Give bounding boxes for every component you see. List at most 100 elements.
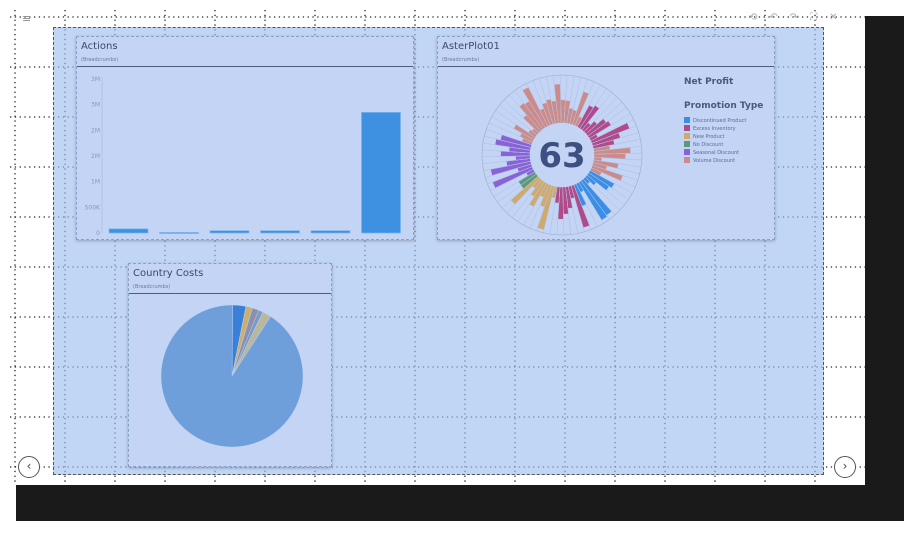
legend-swatch <box>684 141 690 147</box>
undo-icon[interactable]: ↶ <box>769 12 790 23</box>
center-value: 63 <box>538 136 585 176</box>
legend-item[interactable]: New Product <box>684 133 746 141</box>
aster-gridline <box>549 186 558 235</box>
legend-item[interactable]: Volume Discount <box>684 157 746 165</box>
aster-gridline <box>536 185 552 231</box>
aster-gridline <box>483 161 531 171</box>
next-page-button[interactable]: › <box>834 456 856 478</box>
aster-gridline <box>506 178 541 214</box>
y-tick-label: 0 <box>96 230 100 237</box>
toolbar: ⟲↶↷⛶✕ <box>749 12 850 23</box>
legend-title: Promotion Type <box>684 101 764 111</box>
aster-gridline <box>552 75 559 124</box>
legend: Discontinued Product Excess Inventory New … <box>684 117 746 165</box>
aster-gridline <box>484 135 531 148</box>
aster-gridline <box>559 75 562 124</box>
y-tick-label: 3M <box>91 102 100 109</box>
aster-gridline <box>562 186 565 235</box>
aster-gridline <box>592 132 639 147</box>
y-tick-label: 1M <box>91 179 100 186</box>
legend-item[interactable]: Excess Inventory <box>684 125 746 133</box>
divider <box>77 66 413 67</box>
previous-page-button[interactable]: ‹ <box>18 456 40 478</box>
aster-gridline <box>585 101 623 135</box>
aster-gridline <box>529 184 550 229</box>
aster-gridline <box>487 166 533 185</box>
legend-item[interactable]: Seasonal Discount <box>684 149 746 157</box>
bar <box>260 230 300 234</box>
aster-gridline <box>568 186 578 234</box>
legend-item[interactable]: Discontinued Product <box>684 117 746 125</box>
aster-gridline <box>593 152 642 155</box>
redo-icon[interactable]: ↷ <box>789 12 811 23</box>
aster-gridline <box>583 96 618 132</box>
bar-chart: 0 500K 1M 2M 2M 3M 3M <box>85 76 401 237</box>
aster-gridline <box>539 78 554 125</box>
aster-gridline <box>581 92 613 131</box>
aster-gridline <box>508 94 542 132</box>
bar <box>209 230 250 234</box>
legend-swatch <box>684 133 690 139</box>
aster-gridline <box>573 184 592 230</box>
aster-gridline <box>523 182 547 226</box>
aster-gridline <box>593 145 642 152</box>
aster-gridline <box>546 76 556 124</box>
aster-gridline <box>556 186 561 235</box>
aster-gridline <box>586 174 625 206</box>
aster-plot: 63 <box>481 74 643 236</box>
aster-gridline <box>589 113 631 139</box>
aster-gridline <box>589 170 633 194</box>
aster-gridline <box>593 162 640 175</box>
aster-gridline <box>501 175 539 209</box>
legend-label: New Product <box>693 134 725 140</box>
aster-visual[interactable]: AsterPlot01 (Breadcrumbs) 63 Net Profit … <box>437 36 775 240</box>
bar <box>361 112 401 234</box>
aster-gridline <box>587 107 627 137</box>
aster-gridline <box>491 116 535 140</box>
breadcrumbs: (Breadcrumbs) <box>81 57 119 63</box>
pie-slice <box>160 304 304 448</box>
aster-gridline <box>582 178 616 216</box>
y-tick-label: 2M <box>91 153 100 160</box>
aster-gridline <box>485 163 532 178</box>
measure-label: Net Profit <box>684 77 734 87</box>
country-costs-visual[interactable]: Country Costs (Breadcrumbs) <box>128 263 332 467</box>
legend-label: Excess Inventory <box>693 126 736 132</box>
reset-icon[interactable]: ⟲ <box>749 12 770 23</box>
aster-gridline <box>482 142 531 151</box>
fullscreen-icon[interactable]: ⛶ <box>810 12 830 23</box>
aster-gridline <box>574 81 595 126</box>
aster-gridline <box>482 158 531 165</box>
aster-gridline <box>592 165 638 181</box>
aster-gridline <box>580 180 610 220</box>
aster-gridline <box>503 99 539 134</box>
legend-swatch <box>684 117 690 123</box>
aster-gridline <box>542 186 555 233</box>
aster-gridline <box>493 171 535 197</box>
aster-gridline <box>591 125 637 144</box>
aster-gridline <box>488 122 533 143</box>
aster-gridline <box>495 110 536 138</box>
aster-gridline <box>565 186 572 235</box>
aster-gridline <box>578 182 604 224</box>
aster-gridline <box>563 75 568 124</box>
legend-label: No Discount <box>693 142 724 148</box>
bar <box>159 232 199 234</box>
aster-gridline <box>569 77 582 124</box>
hamburger-menu-icon[interactable]: ≡ <box>22 12 32 25</box>
legend-swatch <box>684 149 690 155</box>
bar <box>310 230 351 234</box>
aster-gridline <box>572 79 588 125</box>
close-icon[interactable]: ✕ <box>829 12 850 23</box>
aster-gridline <box>486 129 532 145</box>
aster-gridline <box>593 156 642 161</box>
aster-gridline <box>526 83 548 127</box>
legend-item[interactable]: No Discount <box>684 141 746 149</box>
actions-visual[interactable]: Actions (Breadcrumbs) 0 500K 1M 2M 2M 3M 3M <box>76 36 414 240</box>
y-tick-label: 500K <box>85 204 101 211</box>
aster-gridline <box>593 139 641 149</box>
aster-gridline <box>497 173 537 203</box>
y-tick-label: 3M <box>91 76 100 83</box>
divider <box>438 66 774 67</box>
aster-gridline <box>566 75 575 124</box>
